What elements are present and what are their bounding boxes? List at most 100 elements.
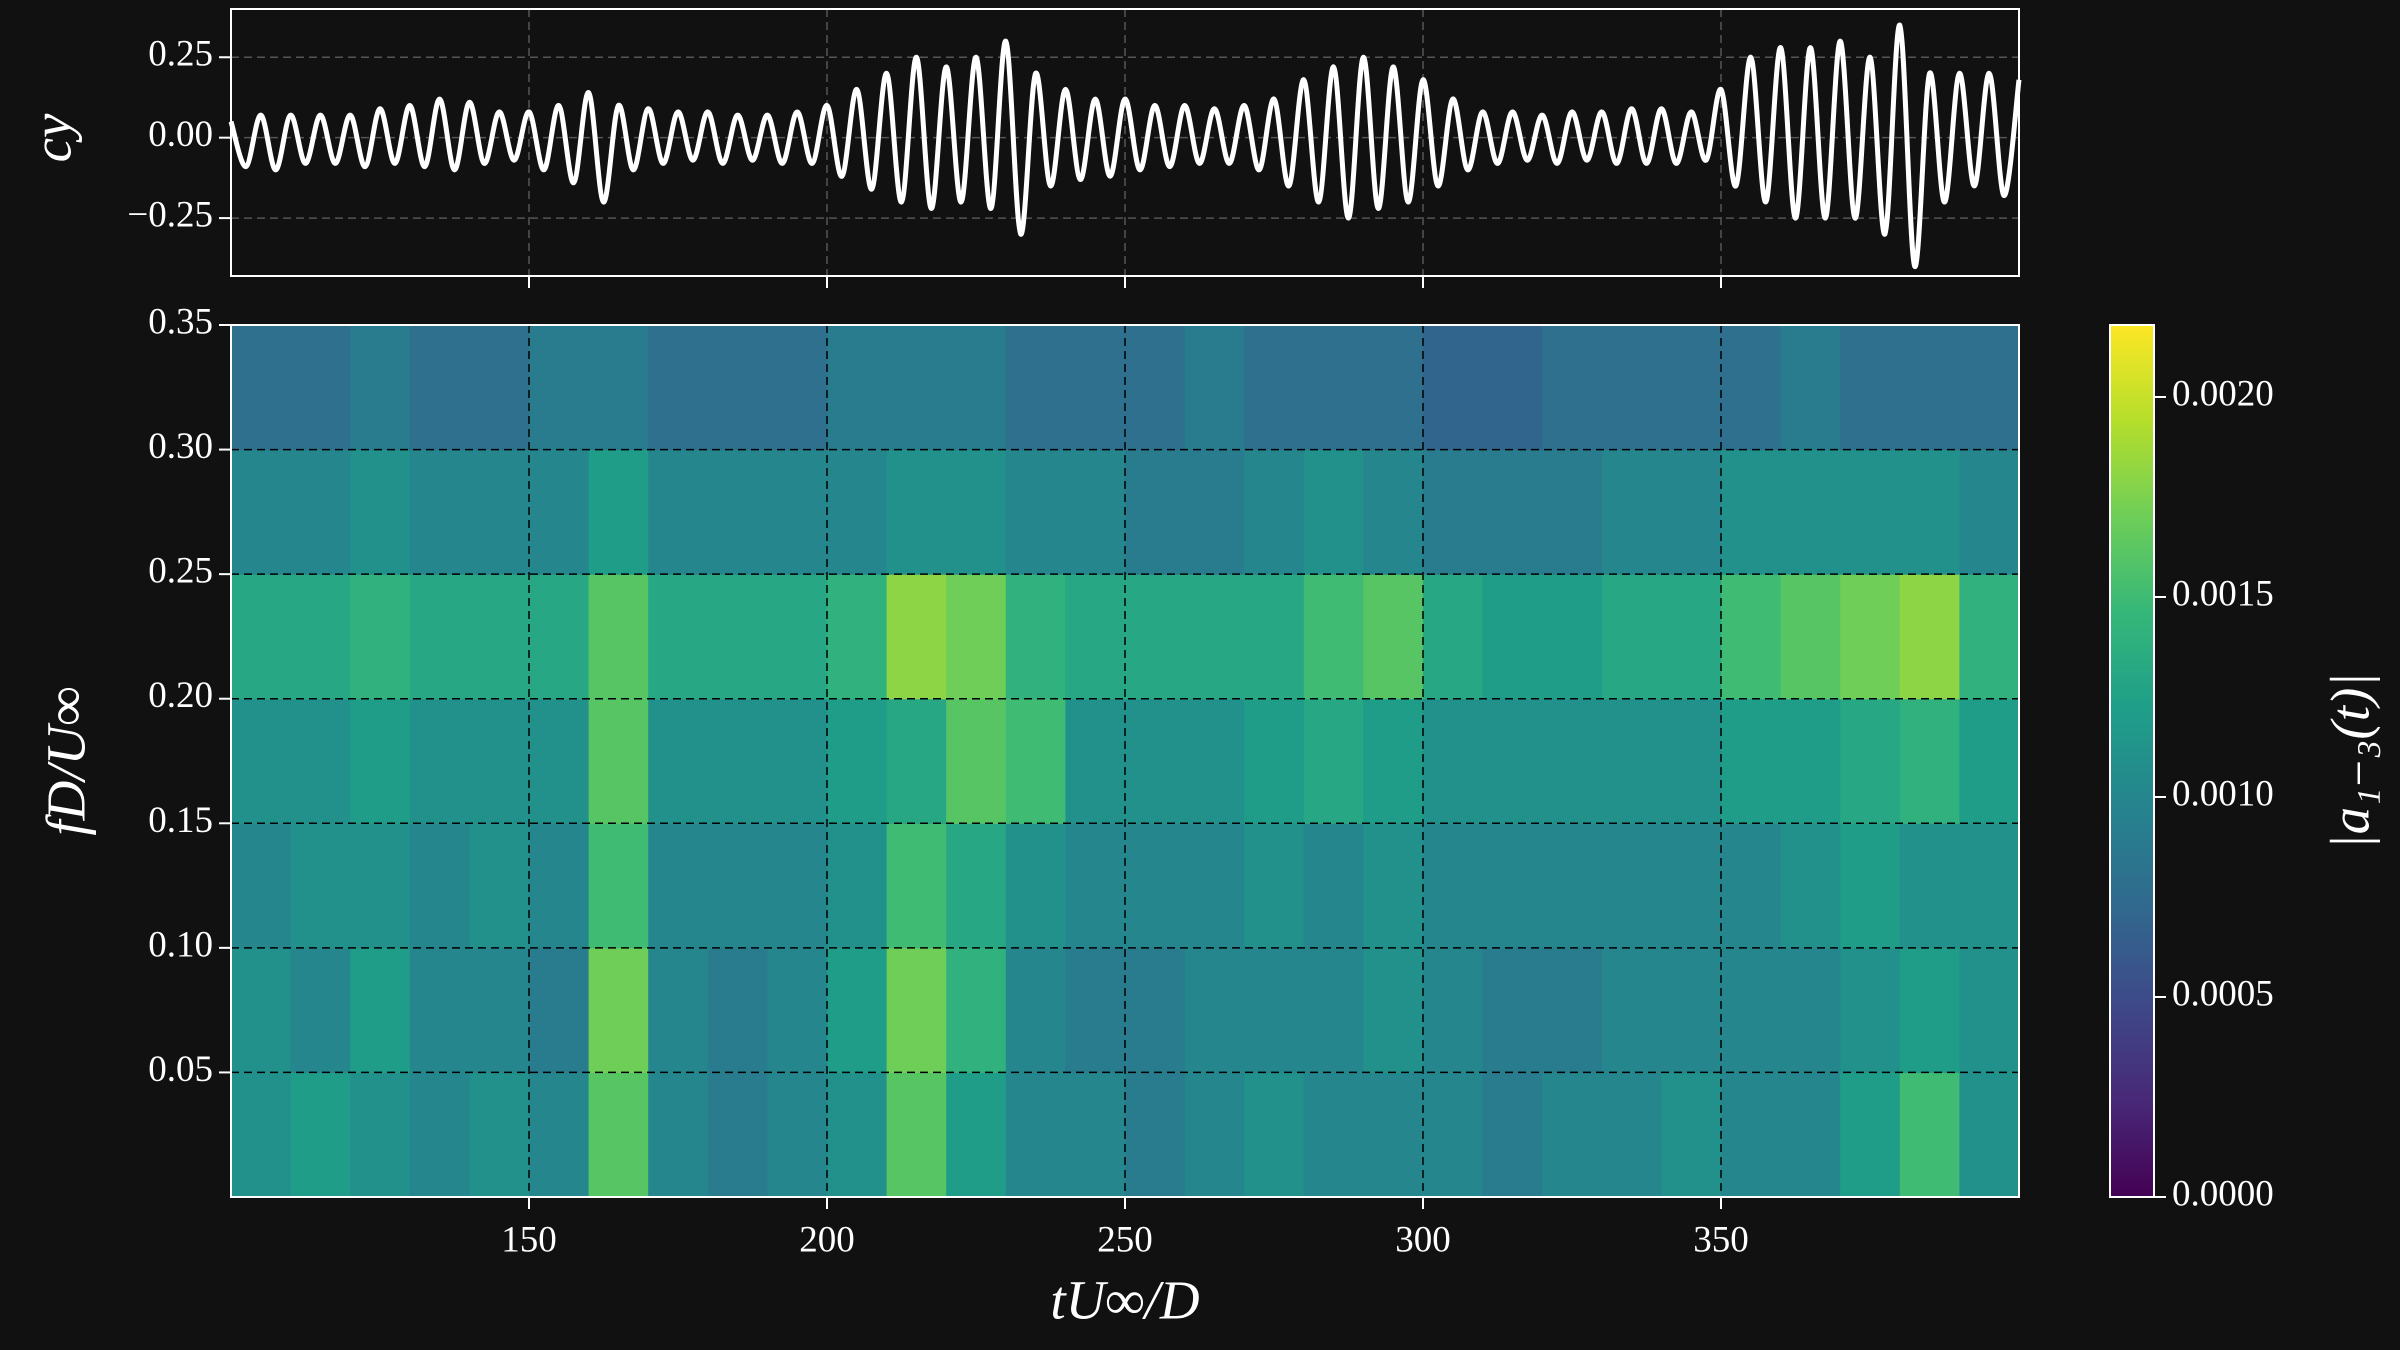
heatmap-cell (350, 947, 411, 1074)
heatmap-cell (707, 823, 768, 949)
heatmap-cell (588, 823, 649, 949)
y-axis-label: fD/U∞ (36, 686, 97, 835)
heatmap-cell (588, 947, 649, 1074)
heatmap-cell (827, 823, 888, 949)
heatmap-cell (231, 325, 292, 451)
heatmap-cell (290, 449, 351, 575)
heatmap-cell (469, 823, 530, 949)
heatmap-cell (231, 574, 292, 700)
heatmap-cell (1363, 325, 1424, 451)
heatmap-cell (1125, 574, 1186, 700)
heatmap-cell (648, 698, 709, 824)
heatmap-cell (1721, 574, 1782, 700)
axes-frame (230, 324, 2020, 1198)
heatmap-cell (1542, 325, 1603, 451)
y-tick-label: 0.15 (148, 800, 213, 841)
heatmap-cell (409, 823, 470, 949)
heatmap-cell (1661, 449, 1722, 575)
heatmap-cell (1125, 823, 1186, 949)
heatmap-cell (1899, 823, 1960, 949)
heatmap-cell (1363, 574, 1424, 700)
heatmap-cell (231, 698, 292, 824)
heatmap-cell (767, 823, 828, 949)
heatmap-cell (1184, 574, 1245, 700)
heatmap-cell (707, 325, 768, 451)
heatmap-cell (350, 1072, 411, 1198)
heatmap-cell (886, 823, 947, 949)
heatmap-cell (1601, 1072, 1662, 1198)
heatmap-cell (1005, 1072, 1066, 1198)
heatmap-cell (231, 449, 292, 575)
heatmap-cell (1959, 823, 2020, 949)
colorbar-tick-label: 0.0020 (2172, 373, 2274, 414)
y-tick-label: 0.35 (148, 301, 213, 342)
heatmap-cell (648, 1072, 709, 1198)
heatmap-cell (1899, 698, 1960, 824)
heatmap-cell (1780, 574, 1841, 700)
heatmap-cell (767, 698, 828, 824)
heatmap-cell (588, 449, 649, 575)
heatmap-cell (1661, 325, 1722, 451)
heatmap-cell (1125, 947, 1186, 1074)
heatmap-cell (1482, 698, 1543, 824)
heatmap-cell (1005, 698, 1066, 824)
heatmap-cell (1899, 574, 1960, 700)
x-axis-label: tU∞/D (1050, 1270, 1199, 1331)
heatmap-cell (767, 947, 828, 1074)
colorbar-tick-label: 0.0000 (2172, 1173, 2274, 1214)
heatmap-cell (529, 1072, 590, 1198)
heatmap-cell (350, 698, 411, 824)
heatmap-cell (350, 449, 411, 575)
heatmap-cell (1303, 574, 1364, 700)
heatmap-cell (1005, 325, 1066, 451)
heatmap-cell (827, 574, 888, 700)
heatmap-cell (767, 1072, 828, 1198)
heatmap-cell (1482, 1072, 1543, 1198)
heatmap-cell (1363, 449, 1424, 575)
heatmap-cell (1244, 449, 1305, 575)
heatmap-cell (648, 574, 709, 700)
heatmap-cell (1899, 449, 1960, 575)
heatmap-cell (1840, 574, 1901, 700)
heatmap-cell (1423, 574, 1484, 700)
heatmap-cell (1840, 449, 1901, 575)
heatmap-cell (1899, 1072, 1960, 1198)
y-tick-label: 0.25 (148, 34, 213, 75)
x-tick-label: 200 (799, 1219, 855, 1260)
heatmap-cell (1899, 325, 1960, 451)
heatmap-cell (529, 947, 590, 1074)
heatmap-cell (886, 698, 947, 824)
heatmap-cell (946, 449, 1007, 575)
heatmap-cell (1661, 698, 1722, 824)
heatmap-cell (707, 947, 768, 1074)
heatmap-cell (827, 1072, 888, 1198)
heatmap-cell (1065, 698, 1126, 824)
heatmap-cell (1303, 449, 1364, 575)
heatmap-cell (1840, 823, 1901, 949)
heatmap-cell (827, 449, 888, 575)
heatmap-cell (1899, 947, 1960, 1074)
heatmap-cell (1125, 1072, 1186, 1198)
heatmap-cell (1840, 1072, 1901, 1198)
heatmap-cell (1005, 449, 1066, 575)
heatmap-cell (886, 574, 947, 700)
colorbar (2109, 324, 2155, 1198)
heatmap-cell (409, 947, 470, 1074)
heatmap-cell (886, 1072, 947, 1198)
heatmap-cell (1542, 574, 1603, 700)
heatmap-cell (1184, 823, 1245, 949)
heatmap-cell (1721, 325, 1782, 451)
heatmap-cell (588, 698, 649, 824)
heatmap-cell (290, 1072, 351, 1198)
y-tick-label: 0.30 (148, 426, 213, 467)
heatmap-cell (1423, 947, 1484, 1074)
heatmap-cell (1721, 449, 1782, 575)
heatmap-cell (469, 1072, 530, 1198)
heatmap-cell (231, 823, 292, 949)
heatmap-cell (648, 823, 709, 949)
heatmap-cell (1482, 947, 1543, 1074)
heatmap-cell (1959, 325, 2020, 451)
heatmap-cell (469, 325, 530, 451)
